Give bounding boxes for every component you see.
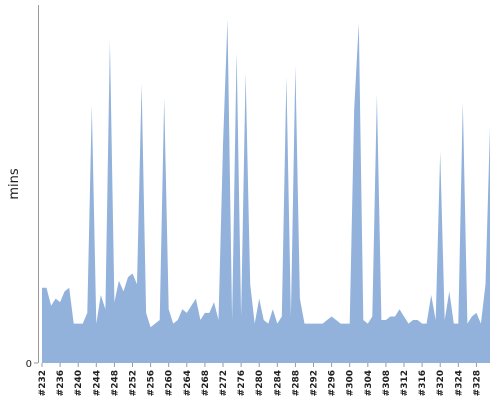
x-tick-label: #260 [165,370,175,396]
x-tick-label: #268 [201,370,211,396]
x-tick-label: #328 [472,370,482,396]
x-tick-label: #316 [418,370,428,396]
x-tick-label: #276 [237,370,247,396]
x-tick-label: #308 [382,370,392,396]
x-tick-label: #280 [255,370,265,396]
x-tick-label: #236 [56,370,66,396]
x-tick-label: #248 [110,370,120,396]
x-tick-label: #252 [129,370,139,396]
x-tick-label: #300 [346,370,356,396]
x-tick-label: #264 [183,370,193,396]
x-tick-label: #288 [291,370,301,396]
x-tick-label: #232 [38,370,48,396]
x-tick-label: #296 [328,370,338,396]
x-tick-label: #312 [400,370,410,396]
y-axis-label: mins [7,168,22,200]
x-tick-label: #304 [364,370,374,396]
x-tick-label: #320 [436,370,446,396]
x-tick-label: #272 [219,370,229,396]
x-tick-label: #324 [454,370,464,396]
y-tick-label: 0 [26,359,32,370]
x-tick-label: #244 [92,370,102,396]
x-tick-label: #240 [74,370,84,396]
x-tick-label: #284 [273,370,283,396]
x-tick-label: #292 [310,370,320,396]
x-tick-label: #256 [147,370,157,396]
area [42,19,490,364]
